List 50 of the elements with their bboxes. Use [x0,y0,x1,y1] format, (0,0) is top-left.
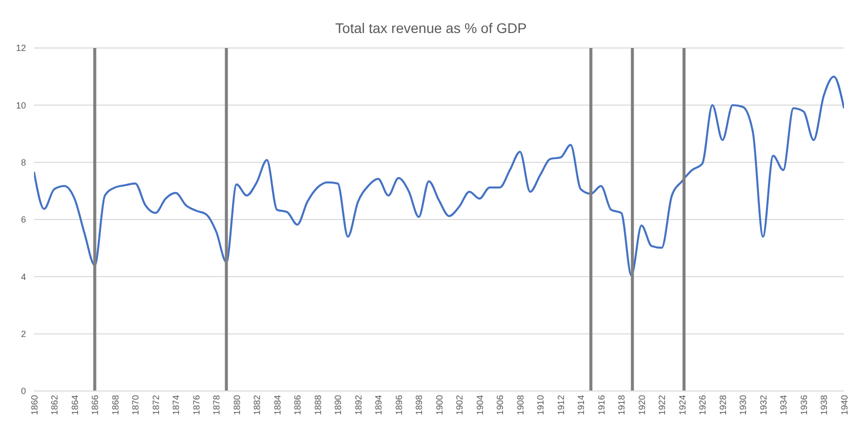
x-tick-label: 1878 [212,395,222,416]
x-tick-label: 1932 [758,395,768,416]
x-tick-label: 1920 [636,395,647,416]
x-tick-label: 1912 [556,395,566,416]
line-series [34,76,844,276]
x-tick-label: 1906 [495,395,506,416]
x-tick-label: 1862 [50,395,60,416]
y-tick-label: 0 [20,386,26,396]
chart-title: Total tax revenue as % of GDP [334,20,528,36]
x-tick-label: 1882 [252,395,262,416]
x-tick-label: 1898 [414,395,424,416]
y-tick-label: 10 [16,100,26,110]
x-tick-label: 1922 [657,395,668,416]
x-tick-label: 1872 [150,395,161,416]
x-tick-label: 1876 [191,395,202,416]
y-tick-label: 12 [16,43,26,54]
y-tick-label: 6 [20,214,26,225]
x-tick-label: 1880 [232,395,242,416]
x-tick-label: 1886 [292,395,303,416]
x-tick-label: 1892 [353,395,364,416]
x-tick-label: 1938 [819,395,830,416]
y-tick-label: 8 [20,158,26,168]
x-tick-label: 1914 [576,395,586,416]
x-tick-label: 1908 [515,395,526,416]
x-tick-label: 1888 [312,395,323,416]
x-tick-label: 1896 [394,395,404,416]
x-tick-label: 1864 [70,395,80,416]
x-tick-label: 1874 [171,395,182,416]
x-tick-label: 1894 [374,395,384,416]
x-tick-label: 1910 [536,395,546,416]
x-tick-label: 1860 [29,395,40,416]
x-tick-label: 1940 [839,395,850,416]
x-tick-label: 1916 [596,395,606,416]
x-tick-label: 1924 [677,395,688,416]
x-tick-label: 1902 [454,395,465,416]
x-tick-label: 1900 [434,395,444,416]
x-tick-label: 1934 [778,395,789,416]
x-tick-label: 1918 [616,395,627,416]
x-tick-label: 1890 [333,395,344,416]
x-tick-label: 1866 [90,395,100,416]
y-tick-label: 4 [20,272,26,282]
x-tick-label: 1868 [110,395,120,416]
x-tick-label: 1930 [738,395,748,416]
x-tick-label: 1928 [718,395,728,416]
x-tick-label: 1936 [798,395,809,416]
x-tick-label: 1904 [474,395,485,416]
x-tick-label: 1884 [272,395,282,416]
x-tick-label: 1926 [698,395,708,416]
x-tick-label: 1870 [130,395,141,416]
y-tick-label: 2 [20,329,26,340]
